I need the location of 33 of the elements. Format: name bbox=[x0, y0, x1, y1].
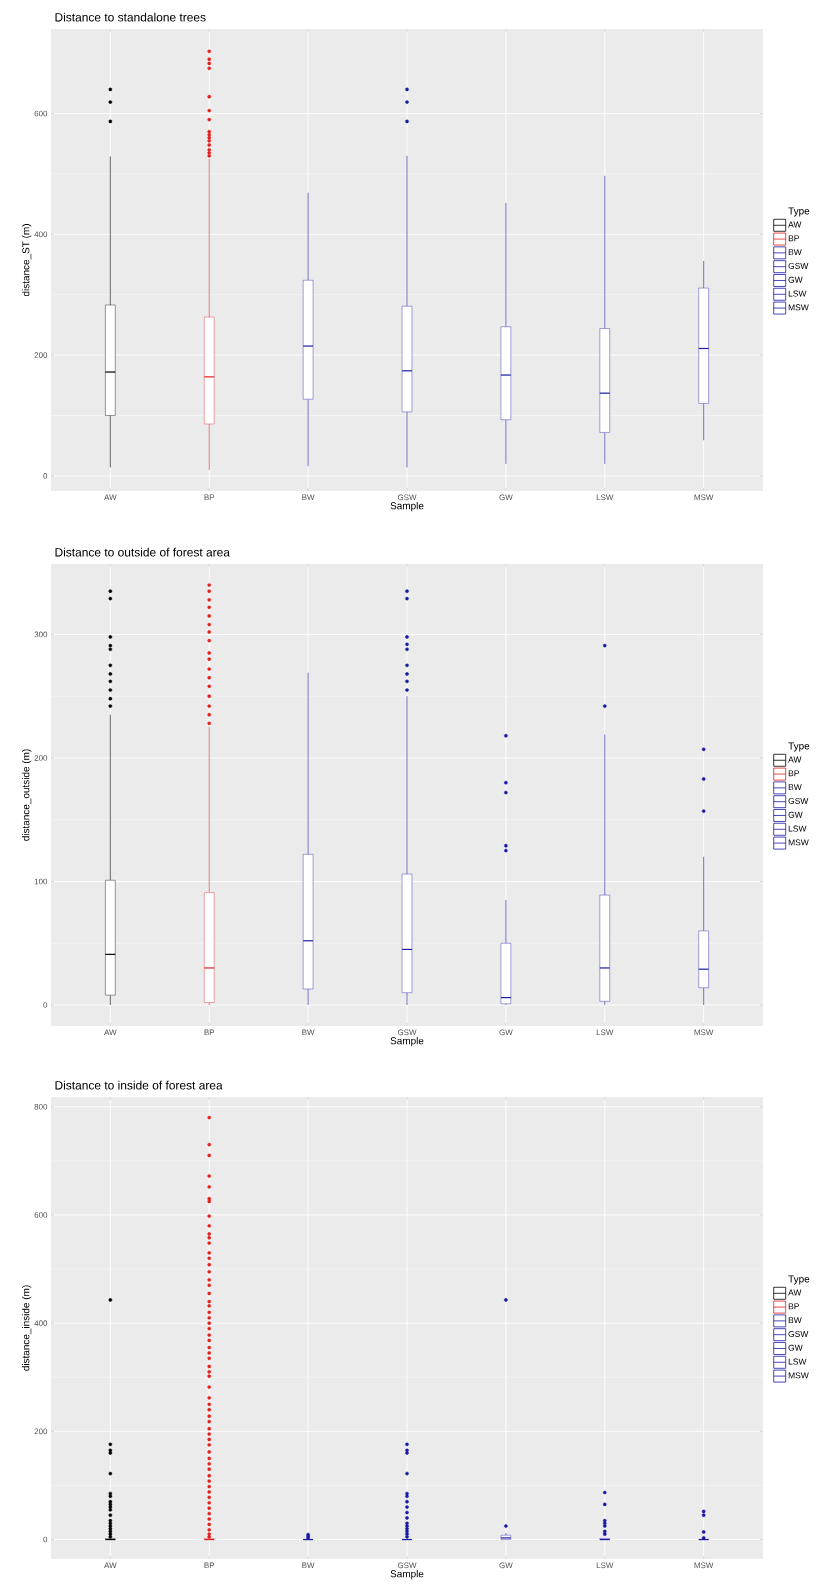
x-axis-title: Sample bbox=[390, 502, 424, 512]
legend-label: GSW bbox=[788, 1330, 809, 1337]
legend-label: BP bbox=[788, 235, 799, 242]
legend-title: Type bbox=[788, 207, 810, 217]
legend-label: GW bbox=[788, 276, 803, 283]
legend-label: MSW bbox=[788, 1372, 809, 1379]
y-axis-title: distance_outside (m) bbox=[22, 749, 32, 841]
legend-label: AW bbox=[788, 1289, 802, 1296]
legend-label: AW bbox=[788, 221, 802, 228]
x-axis-title: Sample bbox=[390, 1570, 424, 1580]
legend-label: MSW bbox=[788, 839, 809, 846]
legend-label: BP bbox=[788, 770, 799, 777]
x-axis-title: Sample bbox=[390, 1037, 424, 1047]
legend-label: GSW bbox=[788, 262, 809, 269]
y-axis-title: distance_inside (m) bbox=[22, 1285, 32, 1371]
legend-title: Type bbox=[788, 1275, 810, 1285]
legend-label: GW bbox=[788, 1344, 803, 1351]
chart-title: Distance to standalone trees bbox=[55, 12, 206, 22]
legend-label: GW bbox=[788, 811, 803, 818]
legend-label: AW bbox=[788, 756, 802, 763]
chart-title: Distance to outside of forest area bbox=[55, 547, 230, 557]
legend-label: LSW bbox=[788, 290, 807, 297]
legend-label: MSW bbox=[788, 304, 809, 311]
legend-label: BW bbox=[788, 1317, 802, 1324]
legend-label: LSW bbox=[788, 1358, 807, 1365]
legend-label: BP bbox=[788, 1303, 799, 1310]
legend-title: Type bbox=[788, 742, 810, 752]
chart-title: Distance to inside of forest area bbox=[55, 1080, 223, 1090]
legend-label: BW bbox=[788, 249, 802, 256]
y-axis-title: distance_ST (m) bbox=[22, 224, 32, 297]
legend-label: GSW bbox=[788, 797, 809, 804]
legend-label: LSW bbox=[788, 825, 807, 832]
legend-label: BW bbox=[788, 784, 802, 791]
